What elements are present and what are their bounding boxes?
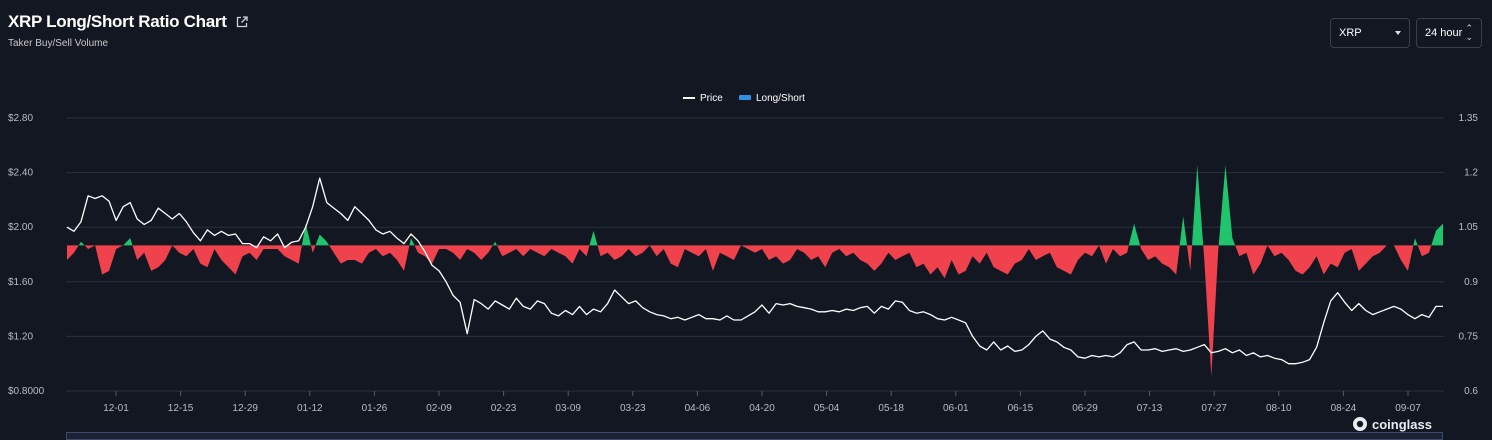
- x-tick-label: 02-09: [426, 403, 452, 414]
- ratio-series: [67, 165, 1443, 377]
- y-right-tick-label: 0.9: [1464, 277, 1478, 288]
- y-left-tick-label: $0.8000: [8, 386, 45, 397]
- y-left-tick-label: $2.00: [8, 222, 33, 233]
- short-area: [1417, 245, 1432, 257]
- long-area: [301, 223, 311, 246]
- x-tick-label: 08-24: [1331, 403, 1357, 414]
- legend-price-label[interactable]: Price: [700, 93, 723, 104]
- short-area: [497, 245, 590, 264]
- short-area: [84, 245, 124, 275]
- watermark-text: coinglass: [1372, 416, 1432, 432]
- short-area: [414, 245, 493, 264]
- chevron-down-icon: [1395, 31, 1401, 35]
- grid-lines: [66, 117, 1444, 392]
- y-right-tick-label: 1.2: [1464, 168, 1478, 179]
- legend-ratio-swatch: [739, 95, 751, 100]
- coin-select[interactable]: XRP: [1330, 18, 1410, 48]
- x-tick-label: 09-07: [1395, 403, 1421, 414]
- x-tick-label: 02-23: [491, 403, 517, 414]
- x-tick-label: 04-06: [685, 403, 711, 414]
- short-area: [67, 245, 79, 260]
- long-area: [1413, 238, 1418, 246]
- x-tick-label: 05-04: [814, 403, 840, 414]
- long-area: [78, 241, 85, 246]
- x-tick-label: 07-13: [1137, 403, 1163, 414]
- x-tick-label: 06-29: [1072, 403, 1098, 414]
- x-tick-label: 12-01: [103, 403, 129, 414]
- chart-header: XRP Long/Short Ratio Chart Taker Buy/Sel…: [8, 12, 249, 49]
- long-area: [123, 238, 133, 246]
- short-area: [597, 245, 1129, 279]
- period-select[interactable]: 24 hour ⌃ ⌄: [1416, 18, 1482, 48]
- external-link-icon[interactable]: [235, 15, 249, 29]
- coinglass-watermark: coinglass: [1352, 416, 1432, 432]
- y-left-tick-label: $1.20: [8, 331, 33, 342]
- page-subtitle: Taker Buy/Sell Volume: [8, 38, 109, 49]
- x-tick-label: 04-20: [749, 403, 775, 414]
- long-area: [1128, 223, 1141, 246]
- long-area: [1218, 165, 1236, 246]
- price-series: [66, 177, 1443, 365]
- sort-arrows-icon: ⌃ ⌄: [1465, 23, 1473, 42]
- y-left-tick-label: $1.60: [8, 277, 33, 288]
- long-area: [1179, 216, 1187, 246]
- short-area: [1203, 245, 1219, 377]
- y-right-tick-label: 1.05: [1459, 222, 1479, 233]
- long-area: [1431, 223, 1443, 246]
- range-navigator[interactable]: [66, 432, 1443, 440]
- x-tick-label: 06-15: [1008, 403, 1034, 414]
- x-tick-label: 12-29: [232, 403, 258, 414]
- x-tick-label: 01-12: [297, 403, 323, 414]
- y-left-tick-label: $2.40: [8, 168, 33, 179]
- x-tick-label: 12-15: [168, 403, 194, 414]
- period-select-value: 24 hour: [1425, 27, 1463, 39]
- x-tick-label: 08-10: [1266, 403, 1292, 414]
- y-right-tick-label: 1.35: [1459, 113, 1479, 124]
- legend-ratio-label[interactable]: Long/Short: [756, 93, 805, 104]
- x-tick-label: 05-18: [878, 403, 904, 414]
- short-area: [311, 245, 316, 253]
- long-area: [315, 234, 330, 246]
- long-area: [589, 230, 598, 246]
- coin-select-value: XRP: [1339, 27, 1362, 39]
- x-tick-label: 01-26: [362, 403, 388, 414]
- short-area: [1235, 245, 1414, 275]
- page-title: XRP Long/Short Ratio Chart: [8, 12, 227, 31]
- short-area: [132, 245, 302, 275]
- axes: $0.8000 $1.20 $1.60 $2.00 $2.40 $2.80 0.6 0.75 0…: [8, 113, 1478, 414]
- short-area: [1140, 245, 1180, 275]
- long-area: [492, 241, 497, 246]
- long-area: [1192, 165, 1204, 246]
- y-right-tick-label: 0.75: [1459, 331, 1479, 342]
- chart-controls: XRP 24 hour ⌃ ⌄: [1330, 18, 1482, 48]
- short-area: [329, 245, 410, 271]
- short-area: [1187, 245, 1192, 271]
- y-right-tick-label: 0.6: [1464, 386, 1478, 397]
- x-tick-label: 03-09: [555, 403, 581, 414]
- x-tick-label: 03-23: [620, 403, 646, 414]
- long-area: [409, 238, 415, 246]
- coinglass-logo-icon: [1353, 417, 1367, 431]
- x-tick-label: 06-01: [943, 403, 969, 414]
- chart-legend[interactable]: Price Long/Short: [683, 93, 805, 104]
- x-tick-label: 07-27: [1201, 403, 1227, 414]
- price-line: [66, 177, 1443, 365]
- y-left-tick-label: $2.80: [8, 113, 33, 124]
